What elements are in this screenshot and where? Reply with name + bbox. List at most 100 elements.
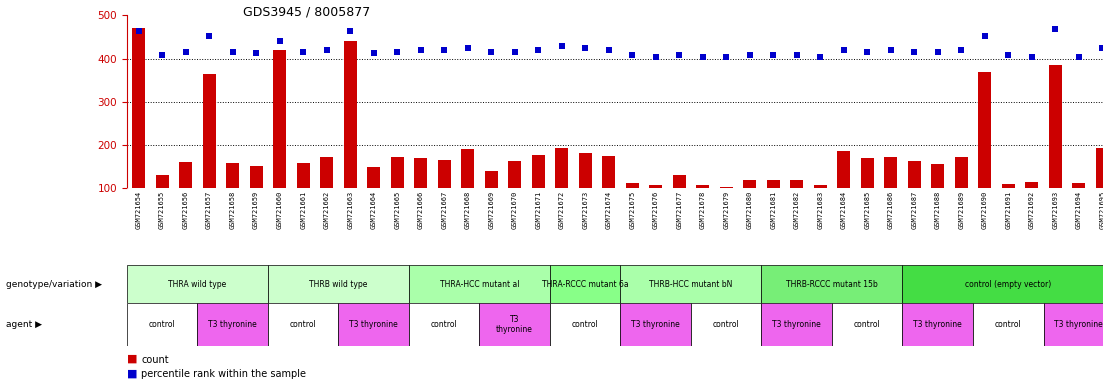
Text: THRB-HCC mutant bN: THRB-HCC mutant bN bbox=[650, 280, 732, 289]
Bar bbox=[650, 185, 662, 188]
Bar bbox=[297, 163, 310, 188]
Bar bbox=[438, 160, 451, 188]
Text: GSM721692: GSM721692 bbox=[1029, 190, 1035, 229]
Bar bbox=[902, 265, 1103, 303]
Bar bbox=[339, 303, 409, 346]
Bar bbox=[885, 157, 897, 188]
Bar bbox=[902, 303, 973, 346]
Text: T3 thyronine: T3 thyronine bbox=[772, 320, 821, 329]
Bar bbox=[226, 163, 239, 188]
Bar bbox=[761, 265, 902, 303]
Text: GSM721666: GSM721666 bbox=[418, 190, 424, 229]
Text: GSM721660: GSM721660 bbox=[277, 190, 282, 229]
Text: control: control bbox=[431, 320, 458, 329]
Text: T3 thyronine: T3 thyronine bbox=[208, 320, 257, 329]
Bar bbox=[1095, 149, 1103, 188]
Text: THRB wild type: THRB wild type bbox=[309, 280, 367, 289]
Text: control: control bbox=[149, 320, 175, 329]
Text: GSM721661: GSM721661 bbox=[300, 190, 307, 229]
Text: GSM721677: GSM721677 bbox=[676, 190, 682, 229]
Text: GSM721664: GSM721664 bbox=[371, 190, 376, 229]
Bar bbox=[156, 175, 169, 188]
Bar bbox=[197, 303, 268, 346]
Text: GSM721672: GSM721672 bbox=[559, 190, 565, 229]
Text: GSM721663: GSM721663 bbox=[347, 190, 353, 229]
Text: THRB-RCCC mutant 15b: THRB-RCCC mutant 15b bbox=[786, 280, 878, 289]
Text: GSM721686: GSM721686 bbox=[888, 190, 893, 229]
Bar bbox=[274, 50, 286, 188]
Bar bbox=[555, 148, 568, 188]
Bar bbox=[480, 303, 550, 346]
Text: GSM721691: GSM721691 bbox=[1005, 190, 1011, 229]
Bar bbox=[602, 156, 615, 188]
Text: GSM721693: GSM721693 bbox=[1052, 190, 1058, 229]
Bar bbox=[832, 303, 902, 346]
Text: genotype/variation ▶: genotype/variation ▶ bbox=[6, 280, 101, 289]
Bar bbox=[415, 158, 427, 188]
Text: GSM721675: GSM721675 bbox=[629, 190, 635, 229]
Text: ■: ■ bbox=[127, 354, 138, 364]
Bar bbox=[1072, 182, 1085, 188]
Bar bbox=[484, 171, 497, 188]
Bar bbox=[814, 185, 826, 188]
Text: GSM721671: GSM721671 bbox=[535, 190, 542, 229]
Bar bbox=[1049, 65, 1062, 188]
Bar bbox=[179, 162, 192, 188]
Text: GSM721665: GSM721665 bbox=[394, 190, 400, 229]
Text: control: control bbox=[290, 320, 317, 329]
Text: GSM721689: GSM721689 bbox=[959, 190, 964, 229]
Bar bbox=[268, 265, 409, 303]
Text: THRA wild type: THRA wild type bbox=[169, 280, 226, 289]
Bar bbox=[931, 164, 944, 188]
Text: GSM721655: GSM721655 bbox=[159, 190, 165, 229]
Text: control: control bbox=[854, 320, 880, 329]
Bar bbox=[532, 155, 545, 188]
Text: agent ▶: agent ▶ bbox=[6, 320, 42, 329]
Bar bbox=[127, 265, 268, 303]
Text: control: control bbox=[995, 320, 1021, 329]
Bar bbox=[790, 180, 803, 188]
Bar bbox=[720, 187, 732, 188]
Text: GSM721681: GSM721681 bbox=[770, 190, 777, 229]
Text: GSM721669: GSM721669 bbox=[489, 190, 494, 229]
Bar bbox=[249, 166, 263, 188]
Bar bbox=[860, 158, 874, 188]
Bar bbox=[767, 180, 780, 188]
Text: GSM721684: GSM721684 bbox=[840, 190, 847, 229]
Bar bbox=[132, 28, 146, 188]
Text: control: control bbox=[713, 320, 740, 329]
Bar bbox=[550, 265, 620, 303]
Bar bbox=[344, 41, 356, 188]
Bar bbox=[409, 265, 550, 303]
Bar bbox=[461, 149, 474, 188]
Text: GSM721687: GSM721687 bbox=[911, 190, 918, 229]
Text: GSM721673: GSM721673 bbox=[582, 190, 588, 229]
Bar bbox=[978, 71, 992, 188]
Bar bbox=[367, 167, 381, 188]
Bar bbox=[127, 303, 197, 346]
Text: GSM721679: GSM721679 bbox=[724, 190, 729, 229]
Bar bbox=[673, 175, 686, 188]
Text: GSM721688: GSM721688 bbox=[934, 190, 941, 229]
Text: ■: ■ bbox=[127, 368, 138, 378]
Text: GSM721659: GSM721659 bbox=[253, 190, 259, 229]
Bar bbox=[955, 157, 967, 188]
Bar bbox=[320, 157, 333, 188]
Bar bbox=[690, 303, 761, 346]
Text: GSM721695: GSM721695 bbox=[1100, 190, 1103, 229]
Text: GSM721657: GSM721657 bbox=[206, 190, 212, 229]
Text: control (empty vector): control (empty vector) bbox=[965, 280, 1051, 289]
Bar bbox=[409, 303, 480, 346]
Text: T3 thyronine: T3 thyronine bbox=[913, 320, 962, 329]
Bar bbox=[908, 161, 921, 188]
Bar bbox=[579, 153, 591, 188]
Text: GSM721658: GSM721658 bbox=[229, 190, 236, 229]
Text: THRA-RCCC mutant 6a: THRA-RCCC mutant 6a bbox=[542, 280, 629, 289]
Text: GSM721682: GSM721682 bbox=[794, 190, 800, 229]
Bar bbox=[1043, 303, 1103, 346]
Text: GSM721690: GSM721690 bbox=[982, 190, 988, 229]
Text: GSM721668: GSM721668 bbox=[464, 190, 471, 229]
Bar bbox=[1002, 184, 1015, 188]
Bar bbox=[268, 303, 339, 346]
Text: T3 thyronine: T3 thyronine bbox=[350, 320, 398, 329]
